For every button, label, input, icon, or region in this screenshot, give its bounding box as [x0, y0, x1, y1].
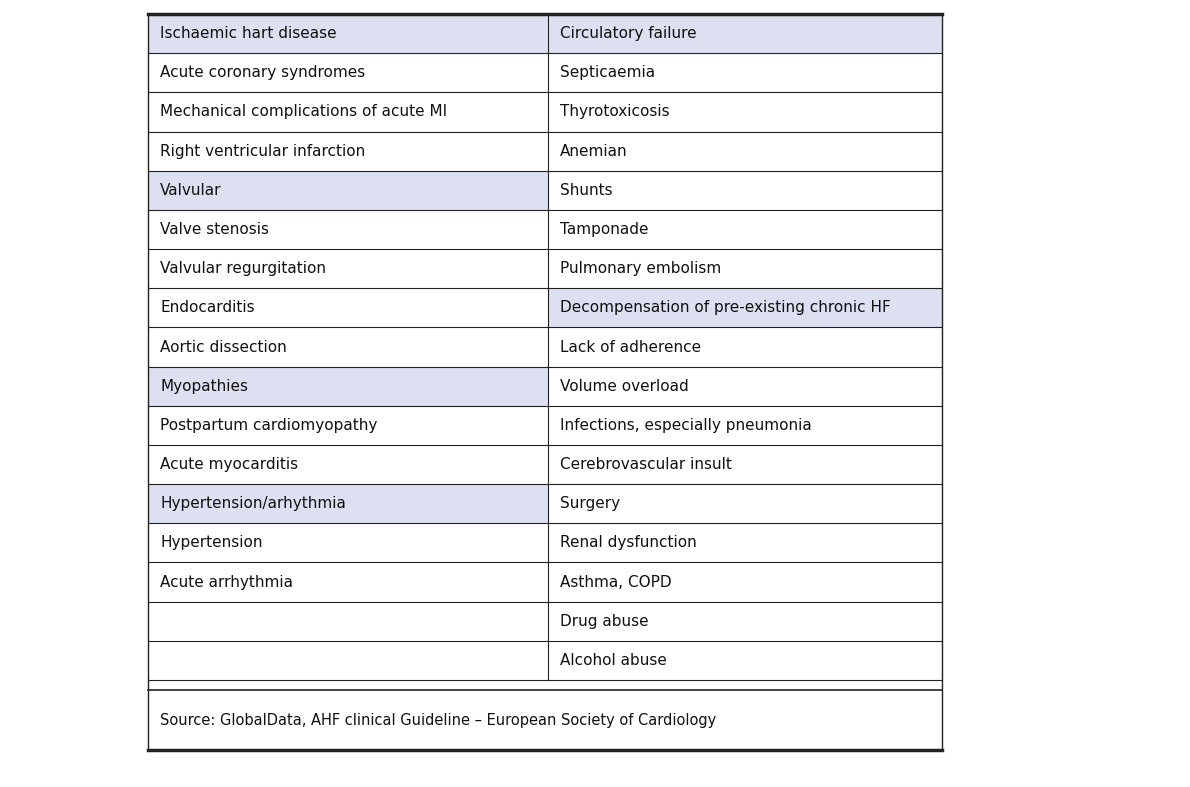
Text: Hypertension: Hypertension [159, 535, 263, 550]
Text: Myopathies: Myopathies [159, 379, 248, 394]
Text: Shunts: Shunts [560, 183, 613, 198]
Text: Infections, especially pneumonia: Infections, especially pneumonia [560, 418, 812, 433]
Text: Tamponade: Tamponade [560, 222, 649, 237]
Text: Endocarditis: Endocarditis [159, 301, 255, 316]
Text: Alcohol abuse: Alcohol abuse [560, 653, 666, 668]
Text: Renal dysfunction: Renal dysfunction [560, 535, 697, 550]
Text: Valvular regurgitation: Valvular regurgitation [159, 261, 326, 276]
Bar [148, 484, 549, 523]
Text: Acute coronary syndromes: Acute coronary syndromes [159, 65, 365, 80]
Text: Valve stenosis: Valve stenosis [159, 222, 269, 237]
Text: Valvular: Valvular [159, 183, 221, 198]
Text: Acute myocarditis: Acute myocarditis [159, 457, 299, 472]
Text: Volume overload: Volume overload [560, 379, 689, 394]
Bar [148, 367, 549, 406]
Text: Decompensation of pre-existing chronic HF: Decompensation of pre-existing chronic H… [560, 301, 891, 316]
Text: Source: GlobalData, AHF clinical Guideline – European Society of Cardiology: Source: GlobalData, AHF clinical Guideli… [159, 712, 716, 727]
Bar [549, 288, 942, 327]
Bar [148, 171, 549, 210]
Text: Surgery: Surgery [560, 497, 620, 512]
Text: Thyrotoxicosis: Thyrotoxicosis [560, 105, 670, 120]
Text: Ischaemic hart disease: Ischaemic hart disease [159, 26, 337, 41]
Text: Asthma, COPD: Asthma, COPD [560, 575, 671, 589]
Text: Hypertension/arhythmia: Hypertension/arhythmia [159, 497, 346, 512]
Text: Acute arrhythmia: Acute arrhythmia [159, 575, 293, 589]
Text: Postpartum cardiomyopathy: Postpartum cardiomyopathy [159, 418, 377, 433]
Bar [549, 14, 942, 54]
Text: Drug abuse: Drug abuse [560, 614, 649, 629]
Text: Lack of adherence: Lack of adherence [560, 339, 701, 354]
Text: Cerebrovascular insult: Cerebrovascular insult [560, 457, 732, 472]
Text: Septicaemia: Septicaemia [560, 65, 656, 80]
Text: Anemian: Anemian [560, 143, 627, 159]
Text: Pulmonary embolism: Pulmonary embolism [560, 261, 721, 276]
Text: Circulatory failure: Circulatory failure [560, 26, 696, 41]
Text: Aortic dissection: Aortic dissection [159, 339, 287, 354]
Text: Mechanical complications of acute MI: Mechanical complications of acute MI [159, 105, 447, 120]
Bar [148, 14, 549, 54]
Text: Right ventricular infarction: Right ventricular infarction [159, 143, 365, 159]
